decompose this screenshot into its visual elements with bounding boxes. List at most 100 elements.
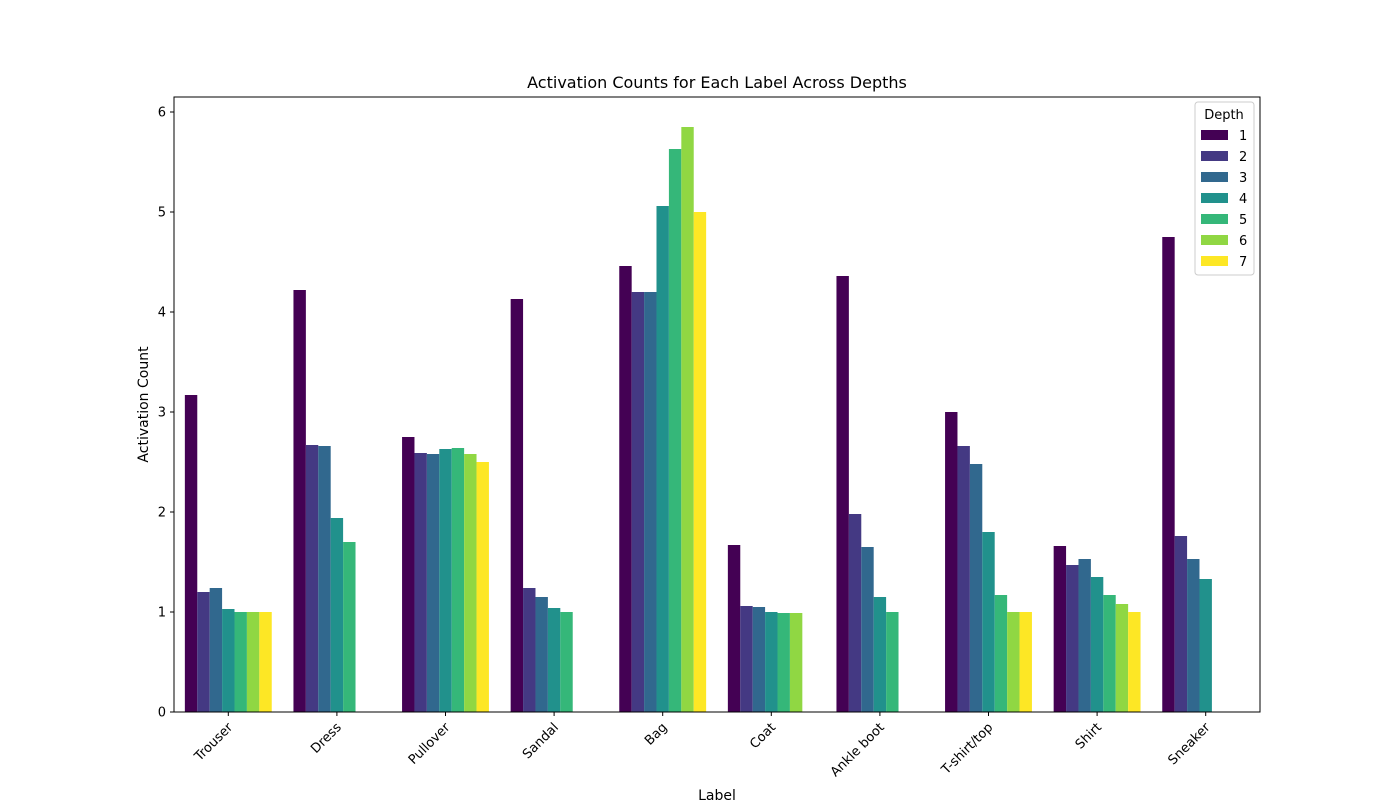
y-tick-label: 1 <box>158 606 166 621</box>
legend-swatch <box>1201 130 1228 140</box>
legend-label: 5 <box>1239 213 1247 228</box>
bar <box>1115 604 1129 712</box>
bar <box>982 532 995 712</box>
legend-swatch <box>1201 214 1228 224</box>
legend-swatch <box>1201 235 1228 245</box>
x-axis: Trouser Dress Pullover Sandal Bag Coat Ankle b… <box>191 712 1214 780</box>
bar <box>861 547 874 712</box>
bar <box>1128 612 1141 712</box>
bar <box>1078 559 1091 712</box>
x-tick-label: Bag <box>642 720 670 748</box>
bar <box>1053 546 1067 712</box>
bar <box>644 292 657 712</box>
bar <box>957 446 970 712</box>
bar <box>222 609 235 712</box>
y-tick-label: 6 <box>158 106 166 121</box>
bar <box>740 606 753 712</box>
x-tick-label: T-shirt/top <box>938 720 996 778</box>
legend-label: 3 <box>1239 171 1247 186</box>
x-tick-label: Pullover <box>406 720 454 768</box>
x-tick-label: Trouser <box>191 720 236 765</box>
bar <box>535 597 548 712</box>
x-tick-label: Coat <box>747 720 779 752</box>
y-tick-label: 3 <box>158 406 166 421</box>
bar <box>510 299 524 712</box>
bar <box>464 454 477 712</box>
bar <box>1199 579 1212 712</box>
bar <box>1174 536 1188 712</box>
bar <box>994 595 1008 712</box>
bar <box>293 290 306 712</box>
bar <box>945 412 958 712</box>
bar <box>305 445 319 712</box>
bar <box>752 607 766 712</box>
bar <box>1066 565 1079 712</box>
bar <box>848 514 862 712</box>
bar <box>777 613 790 712</box>
bar <box>693 212 707 712</box>
y-tick-label: 4 <box>158 306 166 321</box>
bar <box>873 597 887 712</box>
legend-swatch <box>1201 256 1228 266</box>
x-tick-label: Dress <box>308 720 345 757</box>
bar <box>209 588 223 712</box>
bar <box>631 292 645 712</box>
legend: Depth 1 2 3 4 5 6 7 <box>1194 101 1255 276</box>
bar <box>451 448 465 712</box>
legend-box <box>1194 101 1255 276</box>
bar <box>234 612 247 712</box>
bar <box>414 453 427 712</box>
x-axis-label: Label <box>698 788 736 800</box>
bar <box>246 612 260 712</box>
chart-title: Activation Counts for Each Label Across … <box>527 73 907 92</box>
legend-title: Depth <box>1204 108 1244 123</box>
legend-label: 4 <box>1239 192 1247 207</box>
x-tick-label: Sneaker <box>1166 720 1214 768</box>
bar <box>259 612 272 712</box>
bar <box>343 542 356 712</box>
legend-swatch <box>1201 172 1228 182</box>
bar <box>1019 612 1032 712</box>
bar <box>969 464 983 712</box>
bar <box>765 612 778 712</box>
y-axis-label: Activation Count <box>136 346 152 463</box>
bar <box>886 612 899 712</box>
y-tick-label: 5 <box>158 206 166 221</box>
bar <box>426 454 440 712</box>
legend-label: 2 <box>1239 150 1247 165</box>
bar <box>727 545 741 712</box>
bar <box>523 588 536 712</box>
plot-frame <box>173 96 1261 713</box>
legend-label: 6 <box>1239 234 1247 249</box>
bar <box>1007 612 1020 712</box>
bar <box>1162 237 1175 712</box>
x-tick-label: Sandal <box>520 720 562 762</box>
bars-layer <box>184 127 1212 712</box>
bar <box>1090 577 1104 712</box>
legend-label: 7 <box>1239 255 1247 270</box>
bar <box>668 149 682 712</box>
bar <box>789 613 803 712</box>
bar <box>439 449 452 712</box>
bar <box>184 395 198 712</box>
x-tick-label: Shirt <box>1073 720 1105 752</box>
y-axis: 0 1 2 3 4 5 6 <box>158 106 174 721</box>
x-tick-label: Ankle boot <box>828 720 888 780</box>
bar <box>330 518 344 712</box>
bar <box>681 127 694 712</box>
y-tick-label: 0 <box>158 706 166 721</box>
bar <box>476 462 489 712</box>
bar <box>560 612 573 712</box>
legend-swatch <box>1201 151 1228 161</box>
bar <box>1187 559 1200 712</box>
bar <box>197 592 210 712</box>
legend-swatch <box>1201 193 1228 203</box>
bar <box>318 446 331 712</box>
bar <box>1103 595 1116 712</box>
legend-label: 1 <box>1239 129 1247 144</box>
y-tick-label: 2 <box>158 506 166 521</box>
bar <box>619 266 632 712</box>
bar <box>547 608 561 712</box>
bar <box>402 437 415 712</box>
